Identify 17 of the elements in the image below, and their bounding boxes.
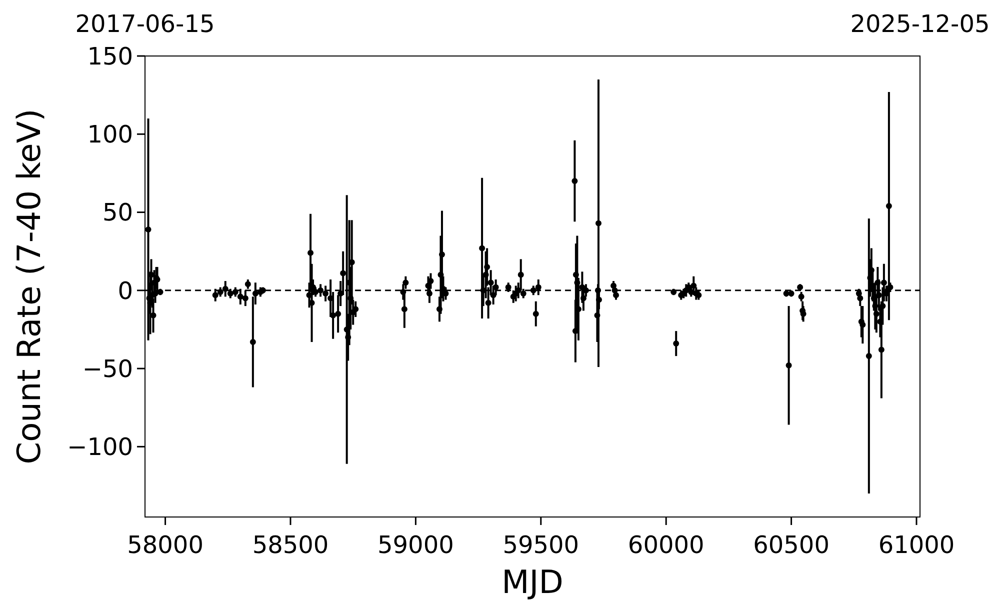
x-tick-label: 59500 [502, 531, 580, 559]
x-tick-label: 61000 [878, 531, 955, 559]
x-tick-label: 59000 [378, 531, 454, 559]
y-tick-label: 50 [102, 198, 133, 227]
y-tick-label: 100 [87, 120, 133, 149]
x-tick-label: 58000 [127, 531, 204, 559]
y-tick-label: 150 [87, 42, 133, 70]
y-axis-title: Count Rate (7-40 keV) [10, 108, 48, 464]
x-axis-title: MJD [502, 563, 564, 601]
x-tick-label: 58500 [252, 531, 329, 559]
x-tick-label: 60500 [753, 531, 830, 559]
x-tick-label: 60000 [628, 531, 704, 559]
y-tick-label: −100 [67, 433, 133, 462]
x2-tick-label: 2017-06-15 [75, 10, 215, 38]
x2-tick-label: 2025-12-05 [850, 10, 990, 38]
y-tick-label: 0 [118, 276, 133, 305]
y-tick-label: −50 [82, 354, 133, 383]
